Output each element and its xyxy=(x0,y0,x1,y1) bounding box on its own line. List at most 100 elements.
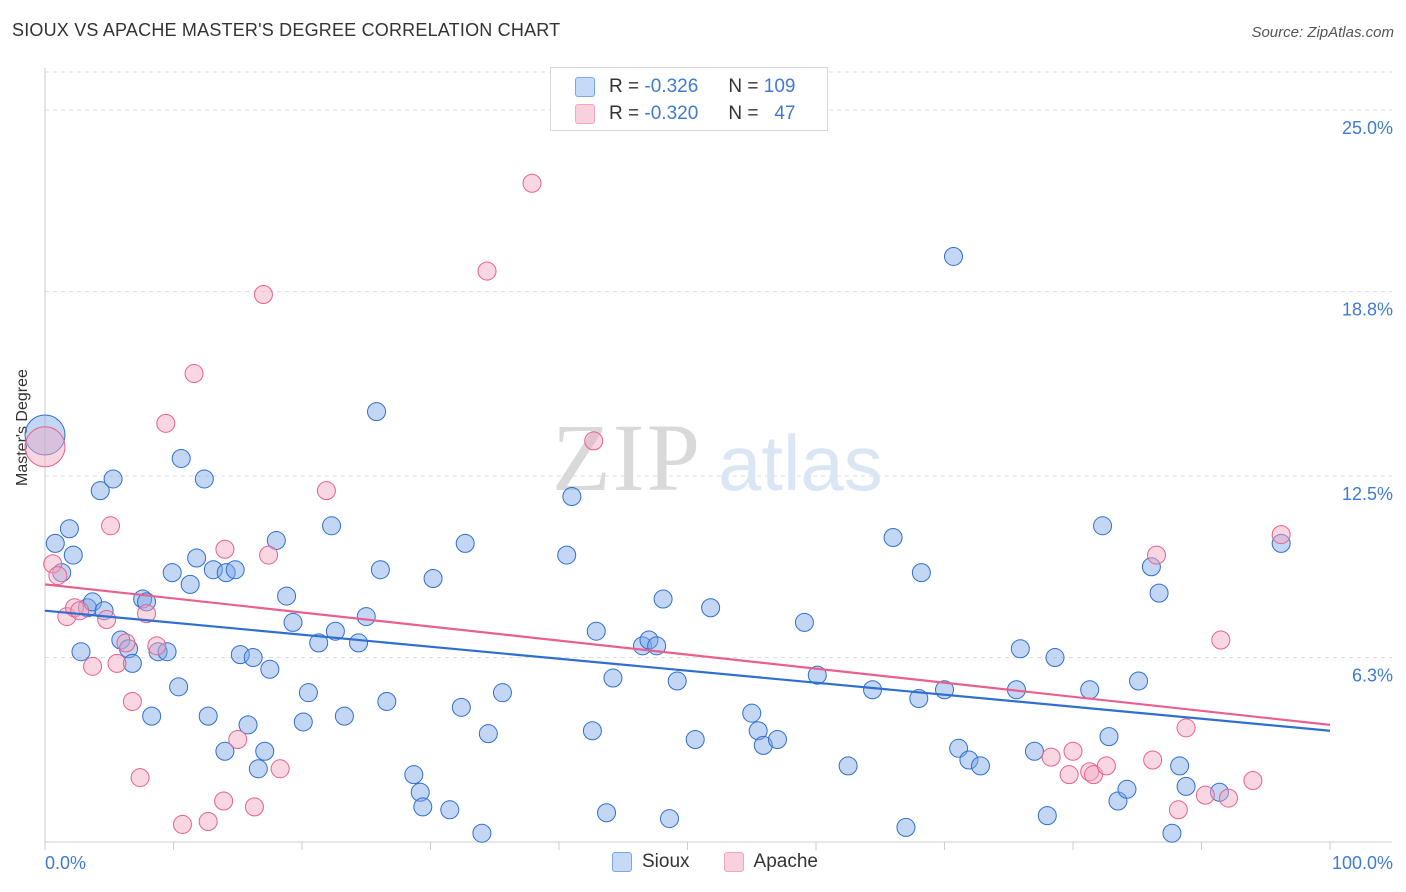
data-point xyxy=(582,721,602,741)
data-point xyxy=(1149,583,1169,603)
data-point xyxy=(214,791,234,811)
data-point xyxy=(1096,756,1116,776)
data-point xyxy=(24,414,66,456)
data-point xyxy=(404,765,424,785)
data-point xyxy=(142,706,162,726)
r-label: R = xyxy=(609,103,640,124)
data-point xyxy=(838,756,858,776)
data-point xyxy=(1010,639,1030,659)
legend-row-apache: R = -0.320 N = 47 xyxy=(575,102,795,126)
data-point xyxy=(283,612,303,632)
data-point xyxy=(557,545,577,565)
data-point xyxy=(807,665,827,685)
data-point xyxy=(316,481,336,501)
data-point xyxy=(911,563,931,583)
legend-item-sioux: Sioux xyxy=(612,851,690,873)
data-point xyxy=(266,530,286,550)
y-tick-label: 18.8% xyxy=(1342,300,1393,320)
data-point xyxy=(309,633,329,653)
data-point xyxy=(562,487,582,507)
data-point xyxy=(1195,785,1215,805)
apache-trend-line xyxy=(44,583,1331,726)
data-point xyxy=(45,533,65,553)
legend-label-sioux: Sioux xyxy=(642,851,690,872)
data-point xyxy=(1147,545,1167,565)
data-point xyxy=(748,721,768,741)
data-point xyxy=(477,261,497,281)
data-point xyxy=(184,364,204,384)
apache-swatch xyxy=(723,852,744,872)
data-point xyxy=(863,680,883,700)
data-point xyxy=(356,607,376,627)
data-point xyxy=(1080,680,1100,700)
data-point xyxy=(1209,782,1229,802)
data-point xyxy=(1063,741,1083,761)
data-point xyxy=(440,800,460,820)
source-label: Source: ZipAtlas.com xyxy=(1251,24,1394,41)
grid-lines xyxy=(45,71,1392,659)
data-point xyxy=(1059,765,1079,785)
data-point xyxy=(753,735,773,755)
data-point xyxy=(180,574,200,594)
data-point xyxy=(349,633,369,653)
series-legend: Sioux Apache xyxy=(612,851,852,873)
data-point xyxy=(244,797,264,817)
data-point xyxy=(116,633,136,653)
data-point xyxy=(1211,630,1231,650)
data-point xyxy=(1117,779,1137,799)
data-point xyxy=(71,642,91,662)
data-point xyxy=(1243,771,1263,791)
chart-title: SIOUX VS APACHE MASTER'S DEGREE CORRELAT… xyxy=(12,20,561,40)
x-tick-label: 0.0% xyxy=(45,853,86,873)
data-point xyxy=(1037,806,1057,826)
data-point xyxy=(137,592,157,612)
data-point xyxy=(172,814,192,834)
sioux-trend-line xyxy=(44,609,1331,732)
data-point xyxy=(1129,671,1149,691)
data-point xyxy=(248,759,268,779)
data-point xyxy=(451,697,471,717)
data-point xyxy=(203,560,223,580)
data-point xyxy=(896,817,916,837)
data-point xyxy=(1170,756,1190,776)
data-point xyxy=(586,621,606,641)
data-point xyxy=(667,671,687,691)
data-point xyxy=(1176,776,1196,796)
data-point xyxy=(478,724,498,744)
data-point xyxy=(162,563,182,583)
data-point xyxy=(225,560,245,580)
data-point xyxy=(959,750,979,770)
r-value: -0.326 xyxy=(644,76,699,97)
sioux-swatch xyxy=(575,77,595,97)
data-point xyxy=(260,659,280,679)
data-point xyxy=(122,691,142,711)
data-point xyxy=(742,703,762,723)
data-point xyxy=(238,715,258,735)
x-tick-label: 100.0% xyxy=(1332,853,1393,873)
sioux-swatch xyxy=(612,852,632,872)
data-point xyxy=(156,413,176,433)
y-tick-labels: 6.3% 12.5% 18.8% 25.0% xyxy=(1342,118,1393,685)
data-point xyxy=(909,689,929,709)
legend-row-sioux: R = -0.326 N = 109 xyxy=(575,75,795,99)
data-point xyxy=(198,706,218,726)
data-point xyxy=(293,712,313,732)
data-point xyxy=(1143,750,1163,770)
data-point xyxy=(259,545,279,565)
data-point xyxy=(794,612,814,632)
data-point xyxy=(325,621,345,641)
y-tick-label: 25.0% xyxy=(1342,118,1393,138)
data-point xyxy=(270,759,290,779)
sioux-points xyxy=(24,246,1291,843)
data-point xyxy=(97,609,117,629)
data-point xyxy=(767,730,787,750)
data-point xyxy=(48,566,68,586)
data-point xyxy=(660,809,680,829)
data-point xyxy=(169,677,189,697)
n-label: N = xyxy=(728,103,759,124)
data-point xyxy=(122,653,142,673)
data-point xyxy=(1271,525,1291,545)
data-point xyxy=(187,548,207,568)
data-point xyxy=(298,683,318,703)
